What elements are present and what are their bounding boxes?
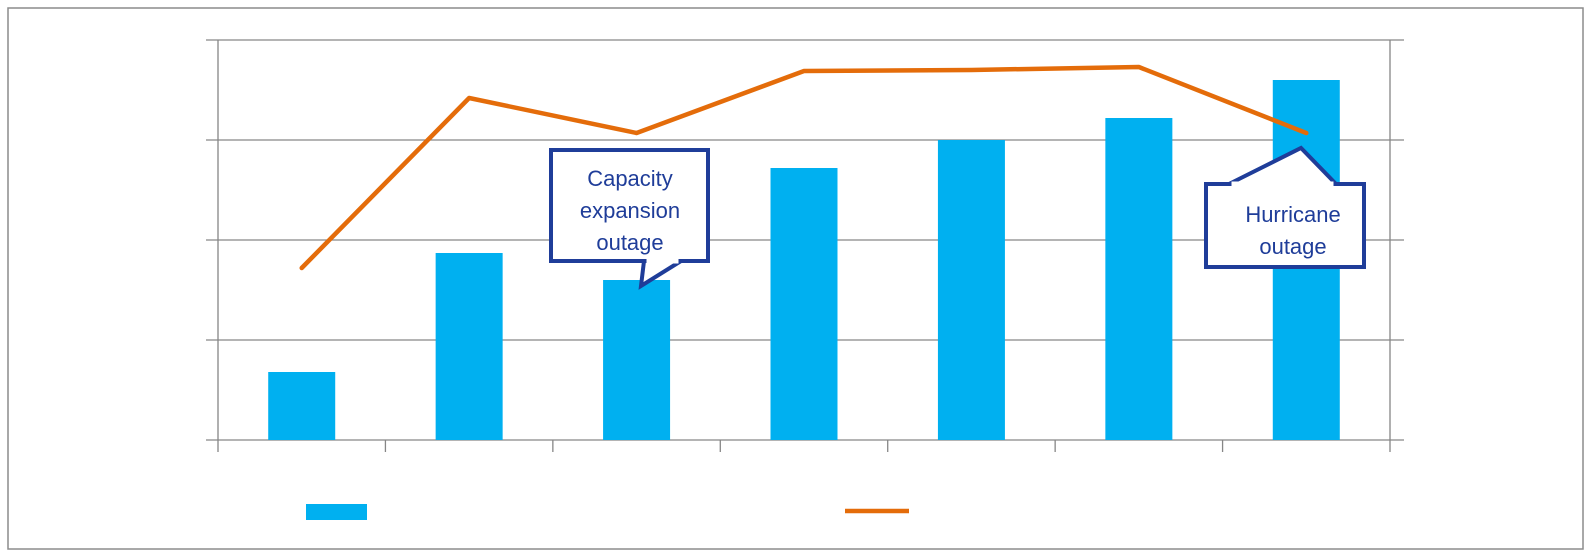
bar [770, 168, 838, 440]
callout-pointer-join [646, 258, 679, 264]
callout-label: outage [596, 230, 663, 255]
callout-label: expansion [580, 198, 680, 223]
callout-label: Capacity [587, 166, 673, 191]
axes [217, 40, 1391, 452]
callout: Hurricane outage [1204, 145, 1366, 269]
callout: Capacity expansion outage [549, 148, 710, 290]
callout-box [1204, 182, 1366, 269]
legend-bar-swatch [306, 504, 367, 520]
callout-label: Hurricane [1245, 202, 1340, 227]
bar [1105, 118, 1173, 440]
callout-label: outage [1259, 234, 1326, 259]
bar [603, 280, 671, 440]
legend [306, 504, 909, 520]
bar [937, 140, 1005, 440]
callouts: Capacity expansion outage Hurricane outage [549, 145, 1366, 290]
line-series [299, 64, 1309, 271]
bar [435, 253, 503, 440]
callout-pointer-join [1231, 181, 1334, 187]
bar [268, 372, 336, 440]
callout-box [549, 148, 710, 263]
